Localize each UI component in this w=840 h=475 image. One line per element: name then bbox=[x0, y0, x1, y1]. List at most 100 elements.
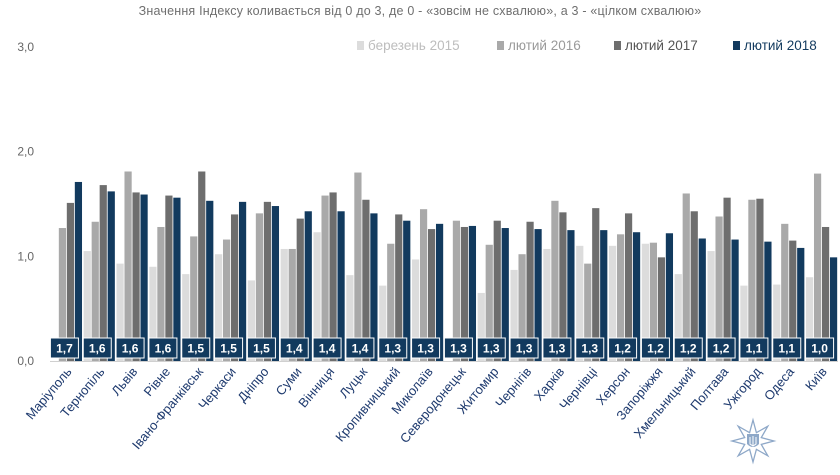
bar bbox=[296, 218, 304, 361]
data-label-box bbox=[279, 337, 309, 359]
data-label: 1,1 bbox=[746, 342, 763, 356]
bar bbox=[460, 226, 469, 361]
bar bbox=[387, 243, 395, 361]
data-label-box bbox=[246, 337, 276, 359]
data-label: 1,4 bbox=[319, 342, 336, 356]
legend-swatch bbox=[357, 41, 364, 50]
bar bbox=[313, 232, 321, 361]
bar bbox=[510, 269, 518, 361]
bar bbox=[543, 248, 551, 361]
bar bbox=[526, 221, 534, 361]
bar bbox=[723, 197, 731, 361]
bar bbox=[452, 220, 461, 361]
x-tick-label: Львів bbox=[108, 364, 140, 398]
legend-item: лютий 2018 bbox=[733, 38, 817, 53]
bar bbox=[805, 277, 814, 361]
bar bbox=[797, 247, 805, 361]
bar bbox=[632, 232, 641, 361]
bar bbox=[190, 236, 198, 361]
bar bbox=[435, 223, 444, 361]
data-label: 1,2 bbox=[614, 342, 631, 356]
bar bbox=[616, 234, 625, 361]
data-label: 1,3 bbox=[384, 342, 401, 356]
legend-item: березень 2015 bbox=[357, 38, 460, 53]
data-label: 1,6 bbox=[89, 342, 106, 356]
legend-swatch bbox=[733, 41, 740, 50]
data-label: 1,7 bbox=[56, 342, 73, 356]
bar bbox=[501, 228, 509, 361]
bar bbox=[182, 274, 190, 361]
bar bbox=[329, 192, 337, 361]
x-tick-label: Одеса bbox=[761, 364, 798, 404]
legend-swatch bbox=[614, 41, 621, 50]
bar bbox=[592, 208, 600, 361]
bar bbox=[690, 211, 698, 361]
data-label-box bbox=[509, 337, 539, 359]
bar bbox=[354, 172, 362, 361]
bar bbox=[485, 244, 493, 361]
data-label: 1,5 bbox=[187, 342, 204, 356]
data-label-box bbox=[49, 337, 79, 359]
bar bbox=[140, 194, 148, 361]
bar bbox=[214, 254, 223, 361]
bar bbox=[411, 259, 420, 361]
bar bbox=[576, 245, 584, 361]
data-label-box bbox=[214, 337, 244, 359]
data-label: 1,6 bbox=[122, 342, 139, 356]
bar bbox=[829, 257, 838, 361]
emblem-star bbox=[729, 417, 777, 465]
bar bbox=[132, 192, 140, 361]
data-label: 1,3 bbox=[483, 342, 500, 356]
bar bbox=[764, 241, 772, 361]
data-label-box bbox=[575, 337, 605, 359]
bar bbox=[165, 195, 173, 361]
data-label-box bbox=[706, 337, 736, 359]
data-label-box bbox=[443, 337, 473, 359]
x-tick-label: Рівне bbox=[141, 364, 174, 399]
legend-swatch bbox=[497, 41, 504, 50]
police-emblem bbox=[729, 417, 777, 465]
bar bbox=[403, 220, 411, 361]
data-label: 1,5 bbox=[253, 342, 270, 356]
bar bbox=[748, 199, 756, 361]
bar bbox=[263, 201, 272, 361]
bar bbox=[781, 223, 789, 361]
bar bbox=[206, 200, 214, 361]
bar bbox=[280, 248, 288, 361]
bar bbox=[116, 263, 124, 361]
bar bbox=[395, 214, 403, 361]
data-label-box bbox=[772, 337, 802, 359]
bar bbox=[551, 200, 559, 361]
bar bbox=[83, 251, 91, 361]
bar bbox=[321, 195, 329, 361]
data-label-box bbox=[181, 337, 211, 359]
data-label: 1,3 bbox=[450, 342, 467, 356]
x-tick-label: Суми bbox=[273, 364, 305, 398]
data-label-box bbox=[542, 337, 572, 359]
bar bbox=[107, 191, 115, 361]
data-label: 1,3 bbox=[581, 342, 598, 356]
data-label: 1,2 bbox=[647, 342, 664, 356]
bar bbox=[304, 211, 312, 361]
data-label: 1,4 bbox=[286, 342, 303, 356]
data-label-box bbox=[148, 337, 178, 359]
y-tick-label: 3,0 bbox=[17, 40, 34, 54]
bar bbox=[567, 230, 575, 362]
bar bbox=[518, 254, 526, 361]
bar bbox=[149, 266, 157, 361]
bar bbox=[74, 181, 83, 361]
bar bbox=[362, 199, 370, 361]
bars bbox=[58, 171, 838, 362]
y-tick-label: 0,0 bbox=[17, 354, 34, 368]
data-label-box bbox=[739, 337, 769, 359]
bar bbox=[534, 229, 542, 361]
bar bbox=[255, 213, 264, 361]
bar bbox=[715, 216, 723, 361]
data-label: 1,5 bbox=[220, 342, 237, 356]
bar bbox=[468, 225, 477, 361]
bar bbox=[657, 257, 666, 361]
x-tick-label: Київ bbox=[802, 364, 830, 393]
data-label-box bbox=[115, 337, 145, 359]
bar bbox=[230, 214, 239, 361]
